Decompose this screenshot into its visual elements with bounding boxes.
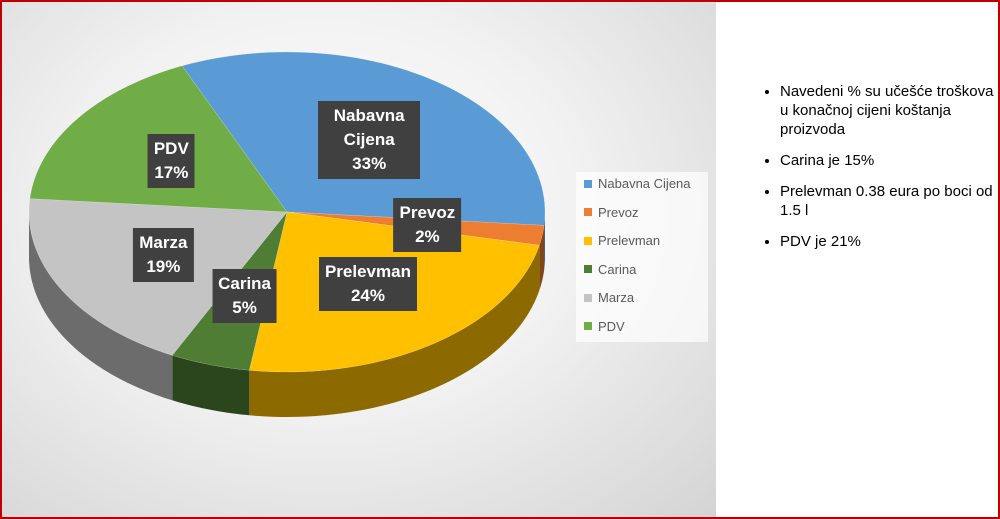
data-label: Marza 19%	[133, 228, 194, 283]
data-label-name: Prevoz	[399, 202, 456, 222]
data-label-value: 17%	[154, 163, 189, 183]
legend-entry: Nabavna Cijena	[584, 176, 691, 191]
legend-label: Marza	[598, 290, 635, 305]
legend-swatch	[584, 322, 592, 330]
slice-side	[249, 245, 540, 417]
legend-swatch	[584, 208, 592, 216]
notes: Navedeni % su učešće troškova u konačnoj…	[760, 82, 995, 263]
legend-swatch	[584, 265, 592, 273]
note: Carina je 15%	[780, 151, 995, 170]
note: Prelevman 0.38 eura po boci od 1.5 l	[780, 182, 995, 220]
data-label: PDV 17%	[147, 134, 195, 189]
note: Navedeni % su učešće troškova u konačnoj…	[780, 82, 995, 139]
data-label-value: 33%	[352, 154, 387, 174]
data-label-name: Nabavna Cijena	[333, 106, 405, 150]
slice-side	[539, 225, 545, 291]
slice-side	[29, 212, 173, 401]
legend-entry: Marza	[584, 290, 634, 305]
data-label: Carina 5%	[212, 268, 278, 323]
legend-swatch	[584, 293, 592, 302]
data-label-value: 2%	[415, 226, 440, 246]
legend-entry: Carina	[584, 262, 636, 277]
legend-label: Carina	[598, 261, 637, 277]
legend-entry: Prelevman	[584, 233, 660, 248]
slice-side	[544, 212, 545, 271]
pie-tops	[28, 51, 546, 373]
data-label-name: PDV	[153, 139, 189, 159]
legend-swatch	[584, 179, 592, 188]
data-label-name: Carina	[218, 273, 272, 293]
legend-label: PDV	[598, 318, 625, 334]
data-label: Prelevman 24%	[318, 257, 417, 312]
legend: Nabavna Cijena Prevoz Prelevman Carina Marza…	[576, 172, 708, 342]
note: PDV je 21%	[780, 232, 995, 251]
data-label-value: 24%	[350, 286, 385, 306]
legend-label: Nabavna Cijena	[598, 176, 691, 191]
pie-sides	[29, 212, 545, 417]
data-label-name: Prelevman	[324, 262, 411, 282]
legend-entry: PDV	[584, 319, 625, 334]
data-label: Prevoz 2%	[393, 197, 462, 252]
data-label: Nabavna Cijena 33%	[318, 101, 421, 180]
legend-label: Prelevman	[598, 233, 661, 248]
data-label-value: 5%	[232, 297, 257, 317]
slice-side	[172, 355, 250, 416]
legend-label: Prevoz	[598, 204, 639, 220]
data-label-name: Marza	[139, 233, 188, 253]
legend-entry: Prevoz	[584, 205, 638, 220]
data-label-value: 19%	[146, 257, 181, 277]
legend-swatch	[584, 236, 592, 245]
